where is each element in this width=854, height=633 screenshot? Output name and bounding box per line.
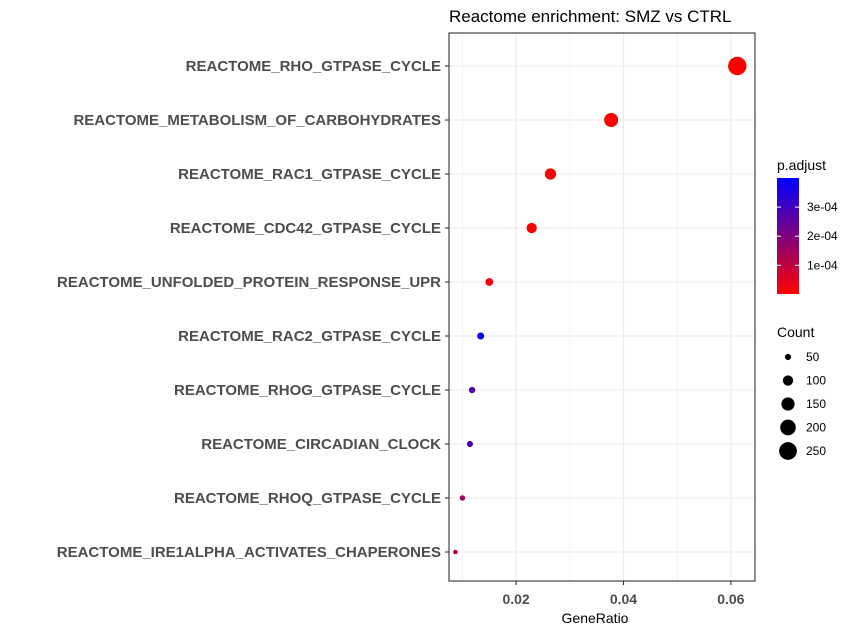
data-point [526,222,537,234]
y-tick-label: REACTOME_RAC1_GTPASE_CYCLE [178,166,441,183]
size-legend-dot [782,375,794,386]
size-legend-dot [784,353,792,361]
colorbar-tick-label: 1e-04 [807,258,838,272]
chart-title: Reactome enrichment: SMZ vs CTRL [449,7,731,26]
size-legend-label: 200 [806,421,826,435]
y-tick-label: REACTOME_RHOQ_GTPASE_CYCLE [174,490,441,507]
data-point [468,386,476,394]
y-axis-labels: REACTOME_RHO_GTPASE_CYCLE REACTOME_METABO… [57,58,449,561]
p-adjust-legend-title: p.adjust [777,157,826,173]
count-legend-title: Count [777,324,814,340]
data-point [477,332,485,340]
data-point [453,549,458,555]
data-point [604,112,619,128]
y-tick-label: REACTOME_RHOG_GTPASE_CYCLE [174,382,441,399]
y-tick-label: REACTOME_RHO_GTPASE_CYCLE [186,58,441,75]
x-axis-title: GeneRatio [562,610,629,626]
size-legend-label: 100 [806,374,826,388]
size-legend-label: 250 [806,444,826,458]
x-tick-label: 0.02 [502,591,529,607]
data-point [728,56,747,76]
y-tick-label: REACTOME_CDC42_GTPASE_CYCLE [170,220,441,237]
data-point [485,278,494,286]
colorbar-tick-label: 3e-04 [807,200,838,214]
p-adjust-colorbar [777,178,799,294]
size-legend-label: 50 [806,350,820,364]
size-legend-dot [779,442,797,460]
size-legend-label: 150 [806,397,826,411]
count-legend: Count 50 100 150 200 250 [777,324,826,460]
data-point [544,168,557,180]
y-tick-label: REACTOME_METABOLISM_OF_CARBOHYDRATES [73,112,441,129]
y-tick-label: REACTOME_UNFOLDED_PROTEIN_RESPONSE_UPR [57,274,441,291]
grid-layer [449,33,755,581]
y-tick-label: REACTOME_IRE1ALPHA_ACTIVATES_CHAPERONES [57,544,441,561]
p-adjust-legend: p.adjust 1e-04 2e-04 3e-04 [777,157,838,294]
y-tick-label: REACTOME_CIRCADIAN_CLOCK [201,436,441,453]
x-axis: 0.02 0.04 0.06 [502,581,745,607]
y-tick-label: REACTOME_RAC2_GTPASE_CYCLE [178,328,441,345]
size-legend-dot [781,397,795,411]
x-tick-label: 0.06 [717,591,744,607]
data-point [466,440,474,448]
point-layer [453,56,747,555]
size-legend-dot [780,419,796,436]
colorbar-tick-label: 2e-04 [807,229,838,243]
data-point [459,495,466,501]
panel-border [448,32,756,582]
x-tick-label: 0.04 [610,591,637,607]
